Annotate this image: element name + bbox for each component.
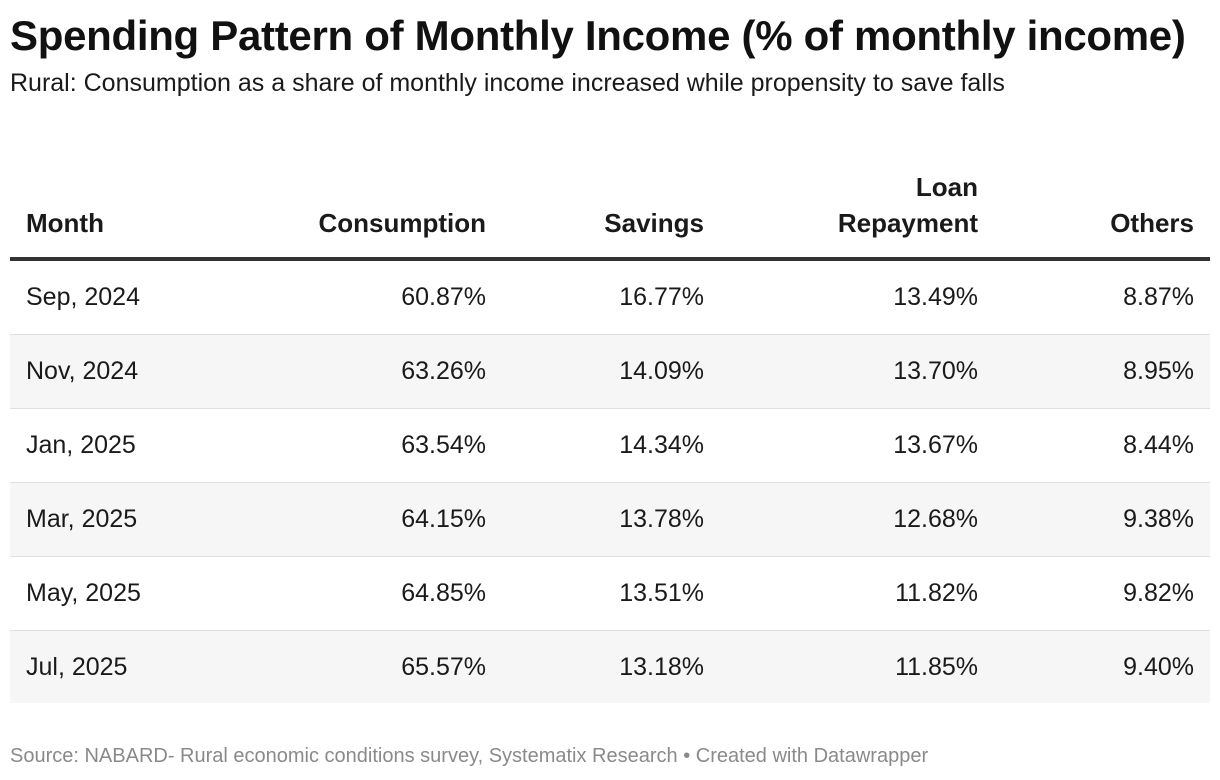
- table-row: Sep, 2024 60.87% 16.77% 13.49% 8.87%: [10, 259, 1210, 335]
- source-note: Source: NABARD- Rural economic condition…: [10, 745, 929, 767]
- cell-month: Sep, 2024: [10, 259, 210, 335]
- cell-others: 8.87%: [994, 259, 1210, 335]
- cell-month: Nov, 2024: [10, 334, 210, 409]
- cell-consumption: 64.15%: [210, 482, 502, 557]
- table-row: Nov, 2024 63.26% 14.09% 13.70% 8.95%: [10, 334, 1210, 409]
- column-header-loan-line1: Loan: [915, 172, 978, 202]
- cell-loan-repayment: 13.67%: [720, 408, 994, 483]
- table-row: May, 2025 64.85% 13.51% 11.82% 9.82%: [10, 556, 1210, 631]
- chart-container: Spending Pattern of Monthly Income (% of…: [10, 0, 1210, 767]
- cell-loan-repayment: 12.68%: [720, 482, 994, 557]
- cell-loan-repayment: 13.49%: [720, 259, 994, 335]
- column-header-loan-line2: Repayment: [837, 208, 978, 238]
- cell-loan-repayment: 11.82%: [720, 556, 994, 631]
- column-header-consumption[interactable]: Consumption: [210, 165, 502, 261]
- cell-others: 8.44%: [994, 408, 1210, 483]
- cell-others: 9.82%: [994, 556, 1210, 631]
- cell-loan-repayment: 13.70%: [720, 334, 994, 409]
- column-header-loan-repayment[interactable]: Loan Repayment: [720, 165, 994, 261]
- cell-month: Jan, 2025: [10, 408, 210, 483]
- table-row: Mar, 2025 64.15% 13.78% 12.68% 9.38%: [10, 482, 1210, 557]
- cell-consumption: 63.26%: [210, 334, 502, 409]
- cell-others: 9.38%: [994, 482, 1210, 557]
- cell-consumption: 63.54%: [210, 408, 502, 483]
- table-row: Jul, 2025 65.57% 13.18% 11.85% 9.40%: [10, 630, 1210, 703]
- cell-consumption: 60.87%: [210, 259, 502, 335]
- column-header-month[interactable]: Month: [10, 165, 210, 261]
- cell-month: Jul, 2025: [10, 630, 210, 703]
- cell-loan-repayment: 11.85%: [720, 630, 994, 703]
- data-table: Month Consumption Savings Loan Repayment…: [10, 165, 1210, 703]
- column-header-savings[interactable]: Savings: [502, 165, 720, 261]
- table-body: Sep, 2024 60.87% 16.77% 13.49% 8.87% Nov, 202…: [10, 259, 1210, 703]
- cell-consumption: 64.85%: [210, 556, 502, 631]
- chart-title: Spending Pattern of Monthly Income (% of…: [10, 12, 1186, 59]
- cell-savings: 16.77%: [502, 259, 720, 335]
- chart-subtitle: Rural: Consumption as a share of monthly…: [10, 69, 1005, 97]
- cell-savings: 13.78%: [502, 482, 720, 557]
- table-row: Jan, 2025 63.54% 14.34% 13.67% 8.44%: [10, 408, 1210, 483]
- cell-month: Mar, 2025: [10, 482, 210, 557]
- cell-others: 9.40%: [994, 630, 1210, 703]
- cell-month: May, 2025: [10, 556, 210, 631]
- cell-consumption: 65.57%: [210, 630, 502, 703]
- table-header-row: Month Consumption Savings Loan Repayment…: [10, 165, 1210, 261]
- cell-others: 8.95%: [994, 334, 1210, 409]
- cell-savings: 13.51%: [502, 556, 720, 631]
- cell-savings: 14.09%: [502, 334, 720, 409]
- column-header-others[interactable]: Others: [994, 165, 1210, 261]
- cell-savings: 13.18%: [502, 630, 720, 703]
- cell-savings: 14.34%: [502, 408, 720, 483]
